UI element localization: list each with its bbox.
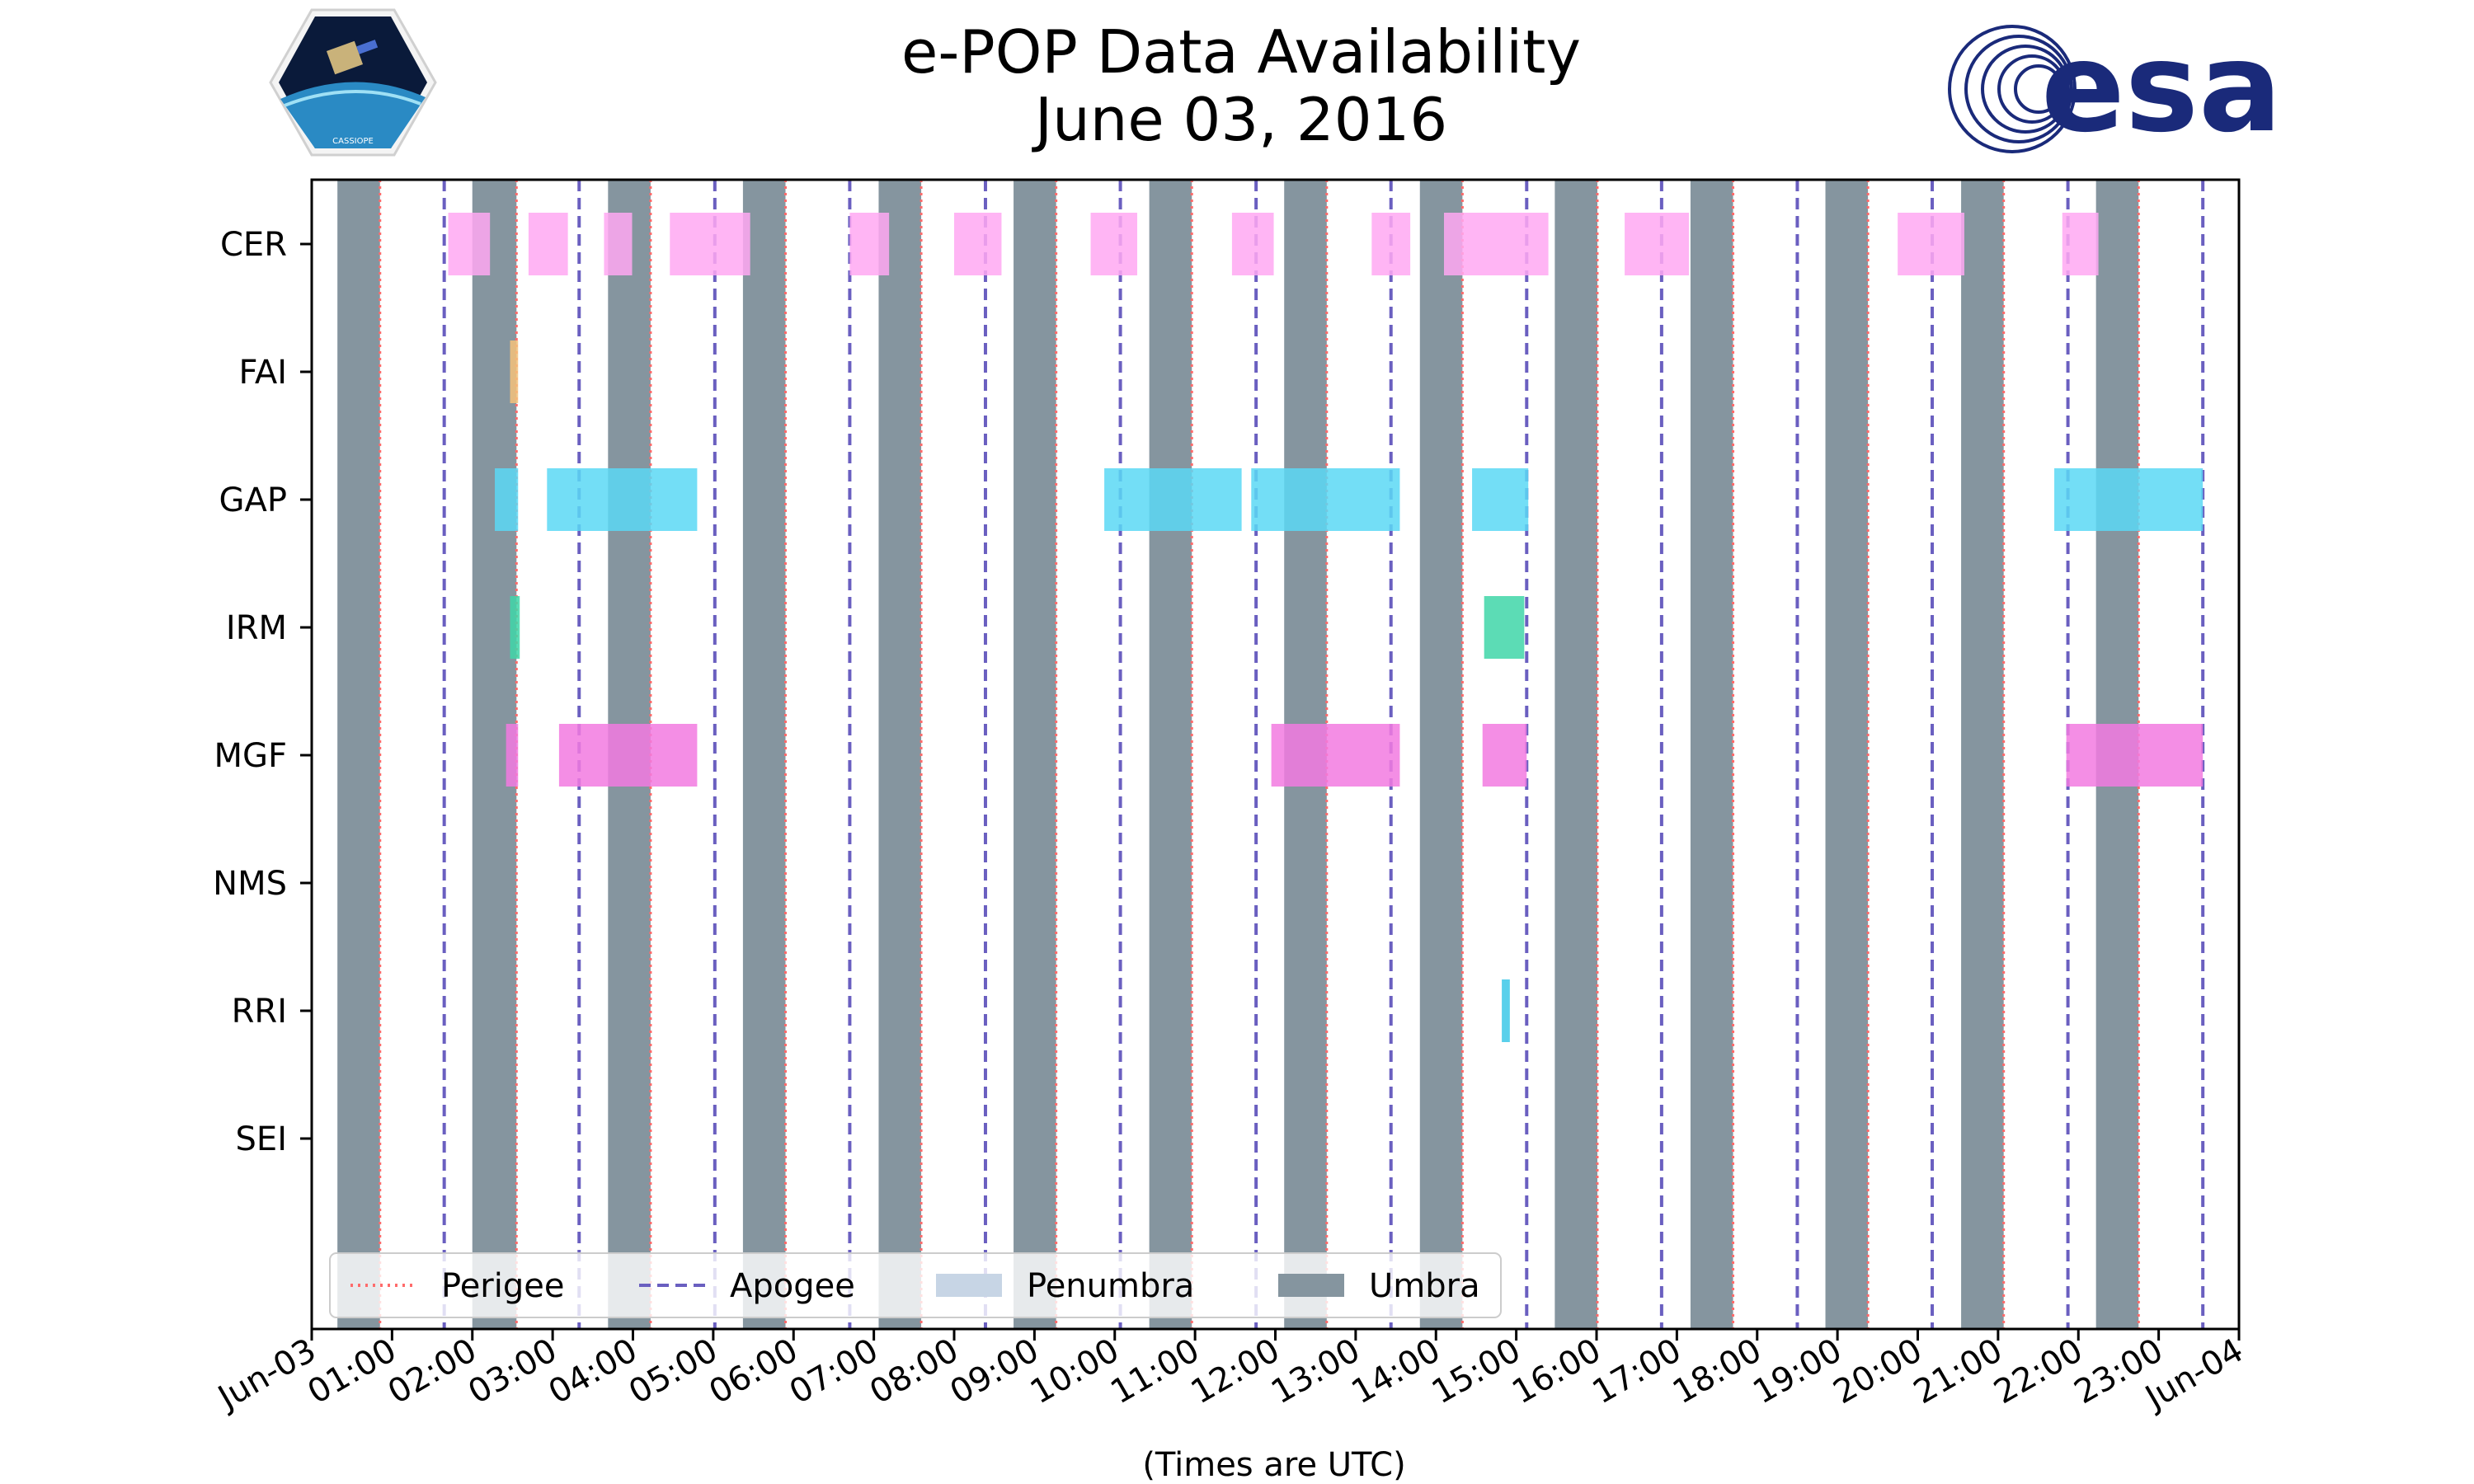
x-tick-label: 13:00 bbox=[1265, 1331, 1366, 1411]
cassiope-label: CASSIOPE bbox=[332, 137, 374, 146]
x-axis-label: (Times are UTC) bbox=[1142, 1446, 1405, 1484]
legend-label: Apogee bbox=[730, 1267, 855, 1305]
x-tick-label: 06:00 bbox=[703, 1331, 804, 1411]
x-tick-label: 08:00 bbox=[863, 1331, 965, 1411]
umbra-band bbox=[1149, 180, 1192, 1329]
data-bar-gap bbox=[547, 468, 698, 531]
chart-title: e-POP Data Availability bbox=[901, 17, 1581, 87]
esa-logo: esa bbox=[1948, 16, 2282, 160]
umbra-band bbox=[1419, 180, 1463, 1329]
data-bar-cer bbox=[1898, 213, 1964, 275]
x-tick-label: 01:00 bbox=[302, 1331, 403, 1411]
x-tick-label: 20:00 bbox=[1827, 1331, 1929, 1411]
data-bar-cer bbox=[604, 213, 633, 275]
apogee-layer bbox=[442, 180, 2205, 1329]
umbra-layer bbox=[337, 180, 2139, 1329]
y-tick-label: IRM bbox=[226, 609, 287, 647]
x-tick-label: 21:00 bbox=[1907, 1331, 2009, 1411]
data-bar-cer bbox=[2062, 213, 2099, 275]
esa-swirl-icon bbox=[1948, 25, 2077, 153]
umbra-band bbox=[1690, 180, 1733, 1329]
x-tick-label: 22:00 bbox=[1987, 1331, 2089, 1411]
x-tick-label: 17:00 bbox=[1587, 1331, 1688, 1411]
y-tick-label: MGF bbox=[214, 737, 287, 775]
y-tick-label: CER bbox=[220, 226, 287, 264]
data-bar-mgf bbox=[1271, 724, 1400, 787]
legend-label: Penumbra bbox=[1027, 1267, 1194, 1305]
y-tick-label: GAP bbox=[219, 481, 287, 519]
x-tick-label: 14:00 bbox=[1345, 1331, 1446, 1411]
data-bar-cer bbox=[1443, 213, 1549, 275]
x-tick-label: 15:00 bbox=[1426, 1331, 1527, 1411]
data-bar-cer bbox=[1090, 213, 1138, 275]
legend: Perigee Apogee Penumbra Umbra bbox=[329, 1252, 1502, 1318]
x-tick-label: 05:00 bbox=[623, 1331, 724, 1411]
perigee-layer bbox=[379, 180, 2140, 1329]
y-tick-label: RRI bbox=[232, 993, 287, 1031]
data-bar-fai bbox=[510, 340, 519, 403]
availability-bars bbox=[448, 213, 2204, 1042]
data-bar-irm bbox=[510, 596, 520, 659]
umbra-band bbox=[337, 180, 380, 1329]
umbra-band bbox=[1014, 180, 1056, 1329]
x-tick-label: 03:00 bbox=[462, 1331, 563, 1411]
data-bar-gap bbox=[1472, 468, 1529, 531]
data-bar-mgf bbox=[1482, 724, 1527, 787]
cassiope-logo: CASSIOPE bbox=[269, 8, 437, 157]
x-tick-label: 04:00 bbox=[543, 1331, 644, 1411]
legend-box bbox=[329, 1252, 1502, 1318]
legend-umbra-swatch bbox=[1278, 1274, 1344, 1297]
umbra-band bbox=[878, 180, 922, 1329]
chart-subtitle: June 03, 2016 bbox=[1032, 85, 1447, 154]
umbra-band bbox=[742, 180, 786, 1329]
x-tick-label: 16:00 bbox=[1506, 1331, 1607, 1411]
x-tick-label: 11:00 bbox=[1104, 1331, 1206, 1411]
data-bar-gap bbox=[1104, 468, 1242, 531]
data-bar-cer bbox=[954, 213, 1002, 275]
x-tick-label: 18:00 bbox=[1667, 1331, 1768, 1411]
esa-wordmark: esa bbox=[2041, 16, 2282, 160]
umbra-band bbox=[1825, 180, 1869, 1329]
umbra-band bbox=[1554, 180, 1597, 1329]
data-bar-irm bbox=[1484, 596, 1525, 659]
data-bar-gap bbox=[495, 468, 519, 531]
data-bar-cer bbox=[1231, 213, 1274, 275]
data-bar-cer bbox=[670, 213, 750, 275]
data-bar-gap bbox=[1251, 468, 1400, 531]
legend-penumbra-swatch bbox=[936, 1274, 1002, 1297]
data-bar-mgf bbox=[2066, 724, 2204, 787]
cassiope-earth bbox=[280, 82, 426, 148]
x-tick-label: 02:00 bbox=[382, 1331, 483, 1411]
legend-label: Umbra bbox=[1369, 1267, 1480, 1305]
y-tick-label: FAI bbox=[239, 354, 288, 392]
x-tick-label: 10:00 bbox=[1024, 1331, 1126, 1411]
x-tick-label: 07:00 bbox=[783, 1331, 885, 1411]
cassiope-earth-glow bbox=[284, 90, 421, 107]
umbra-band bbox=[1961, 180, 2004, 1329]
data-bar-mgf bbox=[506, 724, 519, 787]
data-bar-cer bbox=[448, 213, 491, 275]
data-bar-cer bbox=[528, 213, 568, 275]
x-tick-label: 09:00 bbox=[944, 1331, 1046, 1411]
y-tick-label: NMS bbox=[213, 865, 287, 903]
cassiope-solar-panel bbox=[356, 40, 379, 54]
data-bar-mgf bbox=[558, 724, 698, 787]
data-bar-cer bbox=[849, 213, 890, 275]
cassiope-satellite-icon bbox=[326, 40, 364, 75]
x-tick-label: 19:00 bbox=[1747, 1331, 1848, 1411]
data-bar-cer bbox=[1625, 213, 1689, 275]
legend-label: Perigee bbox=[441, 1267, 564, 1305]
y-tick-label: SEI bbox=[236, 1120, 287, 1158]
data-bar-rri bbox=[1502, 979, 1510, 1042]
data-bar-cer bbox=[1371, 213, 1411, 275]
data-bar-gap bbox=[2054, 468, 2204, 531]
x-tick-label: 12:00 bbox=[1185, 1331, 1286, 1411]
x-tick-label: Jun-03 bbox=[210, 1331, 322, 1418]
